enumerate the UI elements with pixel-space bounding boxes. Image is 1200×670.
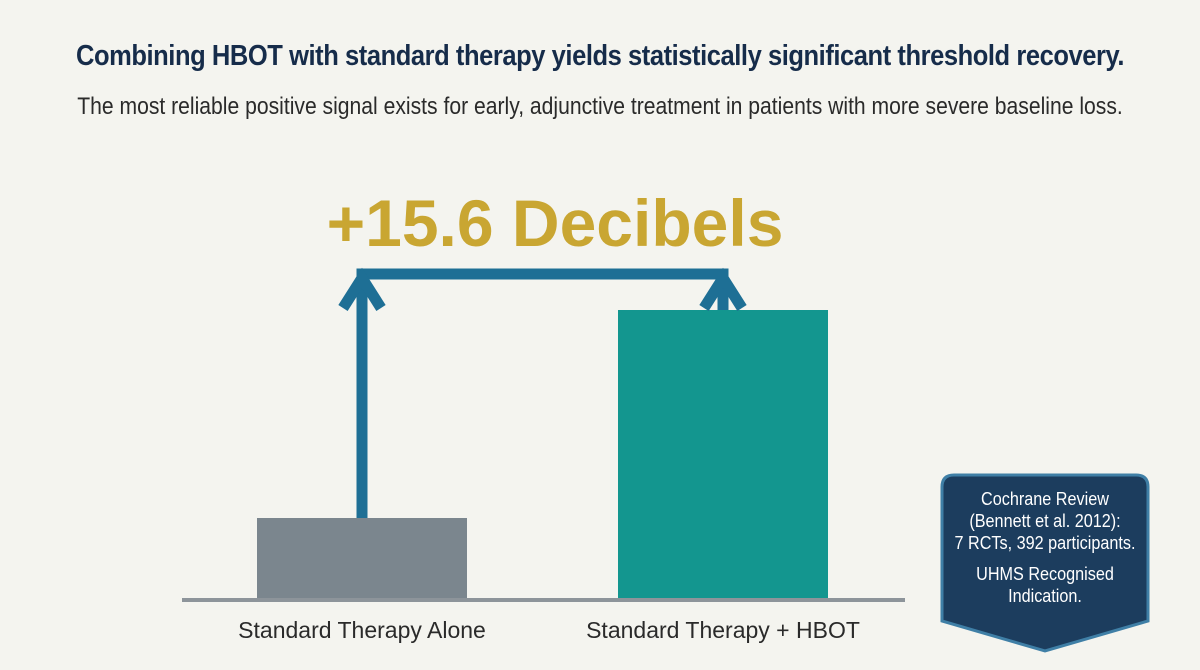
difference-label: +15.6 Decibels (327, 186, 784, 260)
bar-standard-therapy-alone (257, 518, 467, 598)
callout-line-2: (Bennett et al. 2012): (969, 511, 1121, 531)
arrowhead-right (699, 267, 747, 311)
tick-label-standard-therapy-hbot: Standard Therapy + HBOT (586, 617, 860, 643)
callout-line-1: Cochrane Review (981, 489, 1109, 509)
chart-subtitle: The most reliable positive signal exists… (77, 93, 1123, 120)
callout-line-3: 7 RCTs, 392 participants. (954, 533, 1136, 553)
difference-arrow (338, 267, 747, 518)
arrowhead-left (338, 267, 386, 311)
chart-title: Combining HBOT with standard therapy yie… (75, 40, 1125, 72)
callout-line-4: UHMS Recognised (976, 564, 1114, 584)
evidence-callout: Cochrane Review (Bennett et al. 2012): 7… (940, 473, 1150, 653)
callout-line-5: Indication. (1008, 586, 1082, 606)
callout-shield-shape (940, 473, 1150, 653)
tick-label-standard-therapy-alone: Standard Therapy Alone (238, 617, 486, 643)
bar-standard-therapy-hbot (618, 310, 828, 598)
